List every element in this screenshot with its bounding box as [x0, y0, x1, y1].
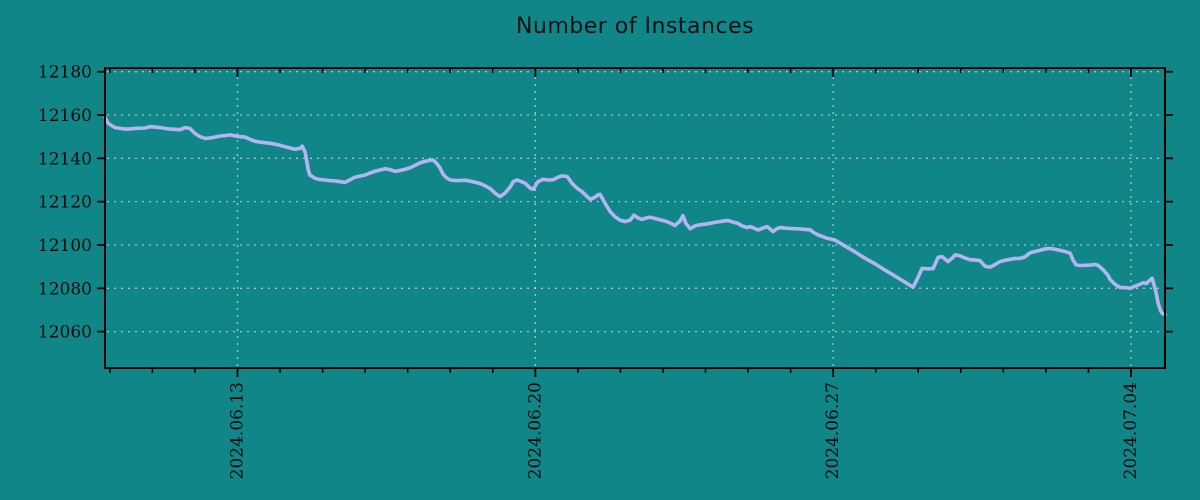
plot-border: [104, 67, 1166, 369]
y-tick-label: 12080: [38, 279, 92, 299]
chart-title: Number of Instances: [515, 14, 755, 39]
x-tick-label: 2024.06.13: [227, 382, 247, 479]
y-tick-label: 12160: [38, 106, 92, 126]
y-tick-label: 12100: [38, 236, 92, 256]
series-line-instances: [103, 115, 1167, 317]
x-tick-label: 2024.06.20: [525, 382, 545, 479]
y-tick-label: 12140: [38, 149, 92, 169]
x-tick-label: 2024.07.04: [1121, 382, 1141, 479]
y-tick-label: 12180: [38, 63, 92, 83]
y-tick-label: 12060: [38, 323, 92, 343]
y-tick-label: 12120: [38, 193, 92, 213]
x-tick-label: 2024.06.27: [823, 382, 843, 479]
